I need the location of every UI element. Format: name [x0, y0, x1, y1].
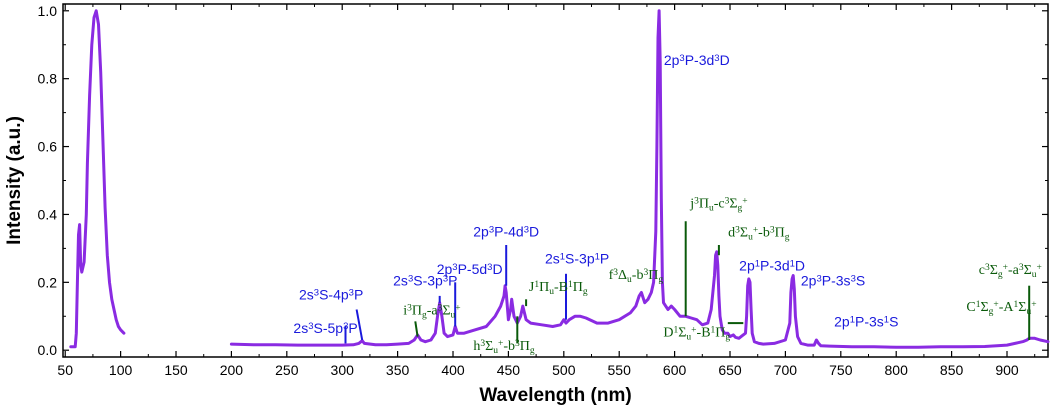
annotation-leader-line	[414, 321, 419, 337]
x-axis-ticks: 50 100 150 200 250 300 350 400 450 500 550 600 650 70…	[57, 4, 1036, 378]
y-tick-label: 0.0	[38, 342, 58, 358]
annotation-label: 2p1P-3s1S	[834, 313, 898, 329]
annotation-label: 2p3P-5d3D	[437, 261, 503, 277]
x-axis-label: Wavelength (nm)	[479, 385, 631, 406]
y-tick-label: 0.8	[38, 71, 58, 87]
x-tick-label: 850	[940, 362, 964, 378]
annotation-leader-line	[355, 309, 364, 341]
annotation-label: f3Δu-b3Πg	[609, 267, 664, 285]
x-tick-label: 250	[275, 362, 299, 378]
annotation-label: 2p1P-3d1D	[739, 257, 805, 273]
x-tick-label: 700	[774, 362, 798, 378]
annotation-label: d3Σu+-b3Πg	[728, 225, 790, 243]
x-tick-label: 800	[885, 362, 909, 378]
y-tick-label: 0.6	[38, 139, 58, 155]
y-tick-label: 0.4	[38, 206, 58, 222]
x-tick-label: 150	[164, 362, 188, 378]
x-tick-label: 900	[995, 362, 1019, 378]
series-layer	[69, 9, 1050, 349]
annotation-label: 2p3P-3s3S	[801, 273, 865, 289]
x-tick-label: 450	[497, 362, 521, 378]
annotation-label: i3Πg-a3Σu+	[403, 303, 460, 321]
series-euv-line	[69, 9, 126, 349]
plot-frame	[62, 3, 1049, 358]
annotation-label: c3Σg+-a3Σu+	[979, 262, 1042, 280]
y-axis-ticks: 0.0 0.2 0.4 0.6 0.8 1.0	[38, 3, 1048, 358]
annotation-label: 2s1S-3p1P	[545, 251, 609, 267]
y-tick-label: 0.2	[38, 274, 58, 290]
annotation-label: J1Πu-B1Πg	[529, 279, 588, 297]
x-tick-label: 300	[331, 362, 355, 378]
x-tick-label: 750	[829, 362, 853, 378]
x-tick-label: 650	[718, 362, 742, 378]
x-tick-label: 100	[109, 362, 133, 378]
annotation-label: 2p3P-4d3D	[473, 224, 539, 240]
annotation-label: 2s3S-3p3P	[393, 273, 457, 289]
annotation-label: D1Σu+-B1Πg	[663, 325, 730, 343]
annotation-label: 2p3P-3d3D	[664, 52, 730, 68]
annotation-label: h3Σu+-b3Πg	[473, 339, 535, 357]
annotation-label: 2s3S-4p3P	[299, 286, 363, 302]
annotation-label: j3Πu-c3Σg+	[689, 196, 747, 214]
x-tick-label: 600	[663, 362, 687, 378]
annotation-label: C1Σg+-A1Σu+	[966, 300, 1036, 318]
series-uv-vis-line	[229, 9, 1050, 349]
x-tick-label: 400	[441, 362, 465, 378]
annotation-label: 2s3S-5p3P	[293, 320, 357, 336]
y-tick-label: 1.0	[38, 3, 58, 19]
x-tick-label: 200	[220, 362, 244, 378]
x-tick-label: 350	[386, 362, 410, 378]
x-tick-label: 50	[57, 362, 73, 378]
x-tick-label: 550	[608, 362, 632, 378]
y-axis-label: Intensity (a.u.)	[4, 116, 25, 245]
x-tick-label: 500	[552, 362, 576, 378]
